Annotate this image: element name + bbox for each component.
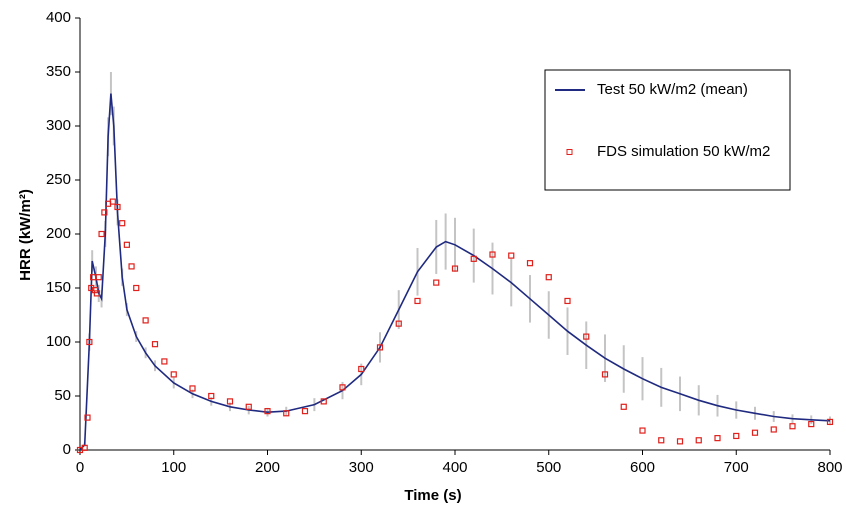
marker	[395, 320, 402, 327]
x-axis-title: Time (s)	[404, 487, 461, 504]
marker	[264, 408, 271, 415]
marker	[151, 341, 159, 348]
x-tick-label: 300	[349, 459, 374, 476]
marker	[142, 317, 149, 324]
marker	[283, 410, 290, 417]
x-tick-label: 500	[536, 459, 561, 476]
marker	[339, 384, 346, 391]
marker	[358, 365, 365, 373]
marker	[133, 284, 140, 292]
y-axis-title: HRR (kW/m²)	[17, 189, 34, 281]
x-tick-label: 800	[817, 459, 842, 476]
marker	[658, 437, 665, 444]
marker	[208, 392, 215, 400]
x-tick-label: 600	[630, 459, 655, 476]
marker	[95, 274, 102, 281]
marker	[695, 437, 702, 444]
marker	[639, 427, 646, 434]
y-tick-label: 0	[63, 441, 71, 458]
marker	[489, 251, 496, 258]
y-tick-label: 50	[54, 387, 71, 404]
marker	[733, 432, 740, 440]
marker	[161, 358, 168, 365]
marker	[508, 252, 515, 259]
x-tick-label: 200	[255, 459, 280, 476]
legend-box	[544, 69, 791, 191]
marker	[93, 290, 100, 297]
marker	[433, 279, 440, 286]
y-tick-label: 350	[46, 63, 71, 80]
y-tick-label: 150	[46, 279, 71, 296]
y-tick-label: 300	[46, 117, 71, 134]
marker	[170, 371, 177, 378]
marker	[770, 426, 777, 433]
marker	[84, 414, 91, 421]
marker	[81, 444, 88, 451]
marker	[376, 344, 384, 351]
marker	[101, 209, 108, 216]
marker	[189, 385, 196, 392]
marker	[789, 423, 796, 430]
marker	[470, 255, 477, 262]
marker	[109, 198, 116, 205]
marker	[86, 338, 93, 346]
marker	[808, 420, 815, 428]
line	[79, 93, 831, 451]
x-tick-label: 0	[76, 459, 84, 476]
marker	[526, 260, 534, 267]
marker	[414, 297, 421, 305]
marker	[714, 435, 721, 442]
y-tick-label: 100	[46, 333, 71, 350]
marker	[114, 203, 121, 211]
marker	[226, 398, 234, 405]
marker	[676, 438, 684, 445]
marker	[90, 274, 97, 281]
y-tick-label: 400	[46, 9, 71, 26]
marker	[320, 398, 327, 405]
marker	[826, 418, 834, 426]
marker	[301, 408, 309, 415]
marker	[564, 297, 571, 305]
y-tick-label: 200	[46, 225, 71, 242]
marker	[620, 403, 627, 410]
marker	[98, 230, 105, 238]
x-tick-label: 100	[161, 459, 186, 476]
marker	[119, 220, 126, 227]
marker	[128, 263, 135, 270]
marker	[123, 241, 130, 248]
x-tick-label: 400	[442, 459, 467, 476]
marker	[545, 274, 552, 281]
legend-marker	[566, 149, 573, 155]
marker	[91, 287, 99, 294]
marker	[451, 265, 459, 272]
marker	[583, 333, 590, 340]
y-tick-label: 250	[46, 171, 71, 188]
x-tick-label: 700	[724, 459, 749, 476]
legend-label: Test 50 kW/m2 (mean)	[597, 81, 748, 98]
legend-label: FDS simulation 50 kW/m2	[597, 143, 771, 160]
marker	[601, 371, 609, 378]
marker	[751, 429, 759, 436]
marker	[245, 403, 252, 410]
